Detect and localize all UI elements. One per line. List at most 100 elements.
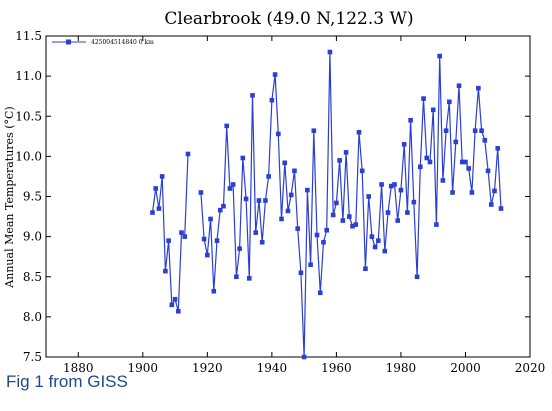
data-point [272,72,278,77]
data-point [376,238,381,243]
data-point [266,174,271,179]
y-tick-label: 8.0 [23,310,42,324]
chart-title: Clearbrook (49.0 N,122.3 W) [164,9,413,29]
legend-marker [66,39,71,45]
data-point [298,270,304,276]
data-point [208,216,213,222]
data-point [398,187,404,193]
x-tick-label: 1900 [128,361,159,375]
data-point [421,96,426,101]
data-point [343,150,349,155]
series-layer [150,49,504,360]
y-tick-label: 10.0 [15,149,42,163]
data-point [288,192,294,198]
x-axis: 1880 1900 1920 1940 1960 1980 2000 2020 [63,36,545,375]
data-point [392,182,397,187]
data-point [175,308,181,314]
data-point [153,186,159,191]
data-point [411,199,417,205]
data-point [240,155,246,161]
x-tick-label: 1880 [63,361,94,375]
data-point [305,187,310,193]
y-tick-label: 11.5 [15,29,42,43]
data-point [327,49,333,55]
data-point [205,252,210,258]
data-point [311,128,317,133]
data-point [263,198,268,203]
data-point [443,128,449,133]
data-point [382,248,388,254]
data-point [350,223,355,229]
data-point [172,296,178,302]
data-point [295,226,300,231]
data-point [221,203,226,209]
data-point [159,174,165,179]
y-tick-label: 8.5 [23,270,42,284]
data-point [166,238,171,243]
data-point [430,107,436,113]
data-point [282,160,288,166]
data-point [156,206,162,211]
data-point [353,222,359,227]
data-point [276,131,281,137]
data-point [466,166,471,171]
data-point [463,159,468,165]
x-tick-label: 1940 [257,361,288,375]
data-point [330,212,336,218]
data-point [334,200,339,206]
data-point [453,139,459,145]
data-point [434,222,439,227]
figure-caption: Fig 1 from GISS [6,372,128,391]
data-point [182,234,188,239]
data-point [366,194,371,199]
data-point [372,244,378,250]
y-tick-label: 7.5 [23,350,42,364]
y-tick-label: 9.5 [23,190,42,204]
data-point [292,168,297,174]
data-point [476,85,481,91]
data-point [495,146,501,151]
x-tick-label: 1920 [192,361,223,375]
data-point [227,186,233,191]
data-point [317,290,323,296]
data-point [169,302,175,308]
data-point [217,207,223,213]
data-point [388,183,394,189]
data-point [472,128,478,133]
data-point [230,182,236,187]
data-point [308,262,313,268]
data-point [440,178,446,183]
data-point [179,230,184,235]
y-axis-title: Annual Mean Temperatures (°C) [3,106,16,288]
data-point [150,210,155,215]
data-point [405,210,410,215]
legend-label: 425004514840 0 km [91,39,154,46]
data-point [314,232,320,238]
data-point [163,268,168,274]
data-point [456,83,462,89]
data-point [185,151,191,157]
data-point [211,288,217,294]
data-point [447,99,452,105]
data-point [198,190,204,195]
data-point [279,216,284,222]
data-point [395,218,401,223]
data-point [337,158,342,163]
data-point [256,198,262,203]
data-point [347,214,352,219]
data-point [359,168,365,174]
data-point [492,188,497,194]
data-point [253,230,259,235]
x-tick-label: 1980 [386,361,417,375]
data-point [379,182,384,187]
x-tick-label: 2020 [515,361,546,375]
y-tick-label: 11.0 [15,69,42,83]
x-tick-label: 1960 [321,361,352,375]
data-point [385,210,391,215]
data-point [246,276,252,281]
data-point [250,93,255,98]
data-point [201,236,207,242]
data-point [417,164,423,170]
data-point [488,202,494,207]
